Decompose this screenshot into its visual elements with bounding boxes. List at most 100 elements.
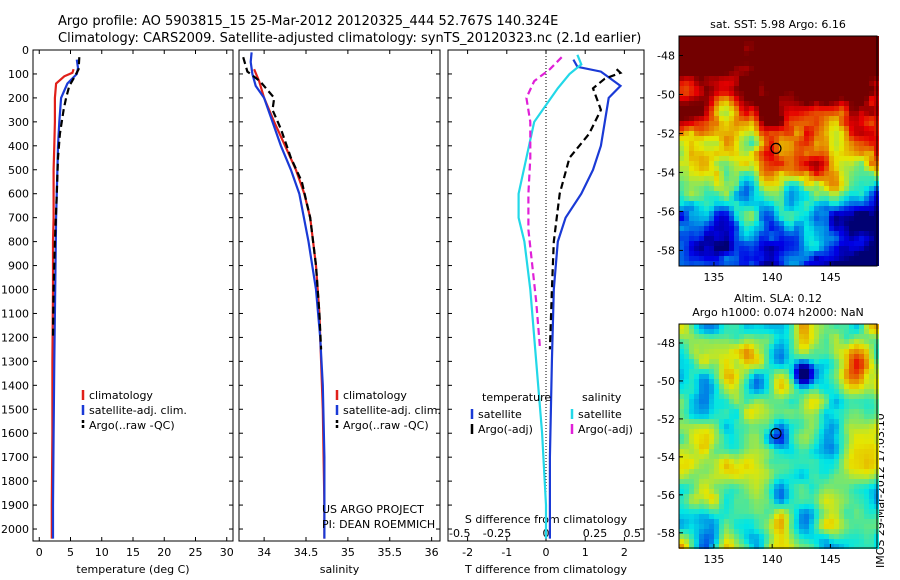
map-cell: [699, 494, 704, 499]
map-cell: [829, 201, 834, 206]
map-cell: [819, 126, 824, 131]
map-cell: [814, 539, 819, 544]
map-cell: [754, 246, 759, 251]
map-cell: [724, 409, 729, 414]
map-cell: [849, 534, 854, 539]
map-cell: [869, 111, 874, 116]
map-cell: [799, 544, 804, 549]
legend-heading: temperature: [482, 391, 551, 404]
map-cell: [824, 156, 829, 161]
map-cell: [849, 364, 854, 369]
map-cell: [864, 196, 869, 201]
map-cell: [804, 231, 809, 236]
map-cell: [699, 379, 704, 384]
map-cell: [764, 171, 769, 176]
series-line-t-argo-adj-: [548, 68, 623, 350]
map-cell: [694, 479, 699, 484]
map-cell: [814, 196, 819, 201]
map-cell: [854, 176, 859, 181]
map-cell: [684, 324, 689, 329]
map-cell: [779, 434, 784, 439]
map-cell: [719, 46, 724, 51]
map-cell: [829, 146, 834, 151]
map-cell: [694, 116, 699, 121]
map-cell: [709, 379, 714, 384]
map-cell: [849, 389, 854, 394]
map-cell: [764, 489, 769, 494]
map-cell: [854, 324, 859, 329]
map-cell: [814, 96, 819, 101]
map-cell: [744, 261, 749, 266]
map-title: sat. SST: 5.98 Argo: 6.16: [710, 18, 846, 31]
map-cell: [739, 196, 744, 201]
map-cell: [799, 414, 804, 419]
map-cell: [679, 374, 684, 379]
map-cell: [869, 231, 874, 236]
map-cell: [779, 61, 784, 66]
map-cell: [754, 216, 759, 221]
map-cell: [839, 519, 844, 524]
map-cell: [704, 514, 709, 519]
map-cell: [794, 449, 799, 454]
map-cell: [799, 454, 804, 459]
map-cell: [699, 539, 704, 544]
map-cell: [709, 329, 714, 334]
map-cell: [829, 101, 834, 106]
map-cell: [744, 206, 749, 211]
map-cell: [859, 404, 864, 409]
map-cell: [869, 211, 874, 216]
map-cell: [694, 261, 699, 266]
map-cell: [804, 96, 809, 101]
map-cell: [784, 106, 789, 111]
map-cell: [869, 171, 874, 176]
map-cell: [764, 324, 769, 329]
map-cell: [844, 479, 849, 484]
map-cell: [774, 399, 779, 404]
map-cell: [839, 256, 844, 261]
map-cell: [774, 46, 779, 51]
map-cell: [759, 509, 764, 514]
map-cell: [809, 394, 814, 399]
map-cell: [699, 479, 704, 484]
map-cell: [809, 81, 814, 86]
map-cell: [819, 141, 824, 146]
map-cell: [764, 494, 769, 499]
map-cell: [704, 161, 709, 166]
map-cell: [744, 399, 749, 404]
map-cell: [834, 146, 839, 151]
map-cell: [779, 344, 784, 349]
map-cell: [854, 469, 859, 474]
map-cell: [714, 121, 719, 126]
map-cell: [789, 101, 794, 106]
map-cell: [709, 409, 714, 414]
map-cell: [744, 394, 749, 399]
map-cell: [754, 116, 759, 121]
map-cell: [694, 529, 699, 534]
map-cell: [864, 261, 869, 266]
map-cell: [859, 329, 864, 334]
map-cell: [834, 96, 839, 101]
map-cell: [679, 141, 684, 146]
series-line-s-satellite: [517, 54, 583, 539]
map-cell: [709, 156, 714, 161]
map-cell: [779, 141, 784, 146]
map-cell: [744, 171, 749, 176]
map-cell: [689, 484, 694, 489]
map-cell: [769, 454, 774, 459]
map-cell: [859, 324, 864, 329]
map-cell: [729, 146, 734, 151]
map-cell: [789, 514, 794, 519]
map-cell: [784, 176, 789, 181]
map-cell: [784, 469, 789, 474]
map-cell: [729, 494, 734, 499]
map-cell: [794, 529, 799, 534]
map-cell: [864, 429, 869, 434]
map-cell: [824, 459, 829, 464]
map-cell: [729, 514, 734, 519]
map-cell: [704, 369, 709, 374]
map-cell: [694, 121, 699, 126]
map-cell: [849, 369, 854, 374]
legend-label: climatology: [343, 389, 407, 402]
legend-label: Argo(..raw -QC): [343, 419, 429, 432]
map-cell: [819, 246, 824, 251]
